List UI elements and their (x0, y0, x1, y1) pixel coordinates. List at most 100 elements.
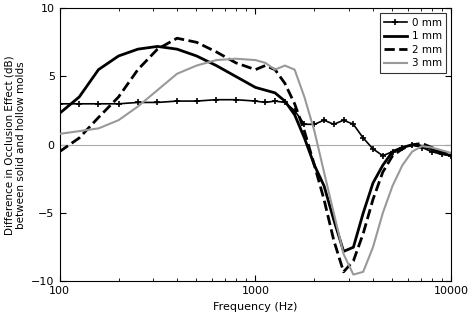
2 mm (419, 142, 425, 145)
3 mm (213, 58, 219, 62)
0 mm (312, 122, 317, 126)
2 mm (370, 198, 376, 201)
2 mm (155, 47, 160, 51)
1 mm (174, 47, 180, 51)
0 mm (321, 118, 327, 122)
0 mm (233, 98, 239, 102)
2 mm (331, 239, 337, 242)
3 mm (272, 68, 278, 71)
3 mm (429, 146, 435, 149)
2 mm (135, 68, 140, 71)
1 mm (194, 54, 200, 58)
X-axis label: Frequency (Hz): Frequency (Hz) (213, 302, 298, 312)
1 mm (96, 68, 101, 71)
3 mm (155, 88, 160, 92)
3 mm (331, 211, 337, 215)
0 mm (57, 102, 62, 106)
0 mm (380, 154, 385, 158)
Legend: 0 mm, 1 mm, 2 mm, 3 mm: 0 mm, 1 mm, 2 mm, 3 mm (379, 13, 446, 73)
3 mm (390, 184, 395, 188)
1 mm (155, 45, 160, 48)
0 mm (174, 99, 180, 103)
1 mm (321, 184, 327, 188)
3 mm (409, 150, 415, 154)
Line: 2 mm: 2 mm (60, 38, 451, 272)
0 mm (213, 98, 219, 102)
1 mm (360, 211, 366, 215)
3 mm (116, 118, 122, 122)
2 mm (263, 64, 268, 67)
3 mm (360, 270, 366, 274)
1 mm (409, 143, 415, 147)
3 mm (57, 132, 62, 136)
0 mm (253, 99, 258, 103)
3 mm (350, 273, 356, 276)
1 mm (312, 163, 317, 167)
3 mm (253, 58, 258, 62)
0 mm (438, 152, 444, 156)
1 mm (448, 154, 454, 158)
0 mm (302, 122, 307, 126)
3 mm (263, 61, 268, 65)
1 mm (341, 249, 346, 253)
0 mm (263, 100, 268, 104)
1 mm (350, 245, 356, 249)
1 mm (370, 181, 376, 185)
0 mm (360, 136, 366, 140)
Line: 3 mm: 3 mm (60, 59, 451, 275)
3 mm (194, 64, 200, 67)
1 mm (213, 64, 219, 67)
2 mm (380, 170, 385, 174)
0 mm (96, 102, 101, 106)
0 mm (409, 143, 415, 147)
3 mm (448, 151, 454, 155)
Line: 0 mm: 0 mm (57, 97, 454, 159)
2 mm (448, 152, 454, 156)
3 mm (282, 64, 288, 67)
2 mm (253, 68, 258, 71)
3 mm (233, 57, 239, 61)
3 mm (76, 129, 82, 133)
1 mm (57, 112, 62, 115)
2 mm (360, 232, 366, 235)
Y-axis label: Difference in Occlusion Effect (dB)
between solid and hollow molds: Difference in Occlusion Effect (dB) betw… (4, 55, 26, 234)
1 mm (282, 99, 288, 103)
1 mm (272, 91, 278, 95)
2 mm (57, 150, 62, 154)
1 mm (76, 95, 82, 99)
0 mm (282, 100, 288, 104)
0 mm (292, 109, 298, 112)
1 mm (302, 136, 307, 140)
2 mm (321, 198, 327, 201)
2 mm (96, 116, 101, 119)
3 mm (321, 170, 327, 174)
0 mm (341, 118, 346, 122)
0 mm (429, 150, 435, 154)
3 mm (370, 245, 376, 249)
0 mm (448, 154, 454, 158)
0 mm (76, 102, 82, 106)
1 mm (390, 150, 395, 154)
0 mm (331, 122, 337, 126)
1 mm (135, 47, 140, 51)
Line: 1 mm: 1 mm (60, 46, 451, 251)
2 mm (292, 102, 298, 106)
3 mm (96, 126, 101, 130)
1 mm (429, 147, 435, 151)
1 mm (253, 86, 258, 89)
1 mm (292, 113, 298, 117)
3 mm (400, 163, 405, 167)
2 mm (116, 95, 122, 99)
3 mm (341, 252, 346, 256)
0 mm (116, 102, 122, 106)
0 mm (350, 122, 356, 126)
2 mm (76, 136, 82, 140)
1 mm (380, 163, 385, 167)
2 mm (302, 129, 307, 133)
0 mm (194, 99, 200, 103)
1 mm (331, 218, 337, 222)
2 mm (438, 150, 444, 154)
1 mm (116, 54, 122, 58)
2 mm (194, 40, 200, 44)
1 mm (233, 75, 239, 78)
